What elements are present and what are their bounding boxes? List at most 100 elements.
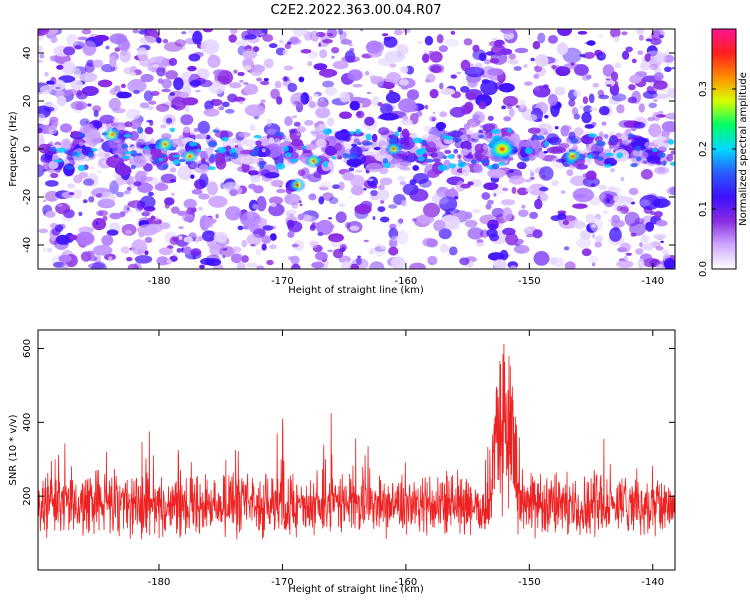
spectrogram-cell [231,253,242,264]
spectrogram-cell [502,187,509,191]
spectrogram-cell [557,29,572,36]
spectrogram-cell [670,150,675,156]
spectrogram-cell [300,49,312,54]
spectrogram-cell [339,111,352,119]
spectrogram-cell [651,139,659,143]
spectrogram-cell [262,225,274,231]
spectrogram-cell [183,126,191,134]
spectrogram-cell [328,197,339,205]
spectrogram-cell [350,185,364,196]
x-tick-label: -180 [148,276,171,287]
spectrogram-cell [79,123,98,135]
spectrogram-cell [285,152,292,158]
spectrogram-cell [314,122,320,128]
spectrogram-cell [105,45,110,50]
spectrogram-cell [383,82,395,89]
spectrogram-cell [169,91,176,96]
spectrogram-cell [112,108,126,114]
spectrogram-cell [248,199,259,212]
spectrogram-cell [319,96,325,102]
spectrogram-cell [523,81,533,86]
spectrogram-cell [222,181,240,192]
spectrogram-cell [188,141,198,147]
spectrogram-cell [574,64,589,76]
colorbar-tick-label: 0.3 [698,81,709,97]
spectrogram-cell [70,80,83,90]
spectrogram-cell [91,261,107,269]
spectrogram-cell [602,64,615,77]
spectrogram-cell [543,151,548,154]
spectrogram-cell [460,183,471,189]
spectrogram-cell [368,178,374,182]
spectrogram-cell [425,158,434,163]
spectrogram-cell [177,165,193,181]
spectrogram-cell [146,119,154,123]
spectrogram-cell [649,63,659,71]
spectrogram-cell [372,216,376,221]
spectrogram-cell [664,66,672,73]
spectrogram-cell [439,243,450,253]
spectrogram-cell [169,127,176,133]
spectrogram-cell [538,192,549,201]
spectrogram-cell [204,100,214,111]
spectrogram-cell [472,44,480,53]
spectrogram-cell [332,248,344,259]
x-tick-label: -140 [641,577,664,588]
spectrogram-cell [634,145,642,152]
spectrogram-cell [308,240,320,246]
spectrogram-hotspot [384,141,403,157]
spectrogram-cell [81,29,92,35]
spectrogram-cell [584,124,595,129]
spectrogram-cell [241,239,248,248]
spectrogram-cell [581,74,591,81]
spectrogram-cell [400,66,409,74]
spectrogram-cell [368,248,375,255]
spectrogram-cell [129,71,137,76]
spectrogram-cell [631,58,637,64]
spectrogram-cell [607,186,617,192]
spectrogram-cell [246,211,253,218]
spectrogram-cell [298,76,305,83]
spectrogram-cell [460,104,472,115]
spectrogram-cell [235,212,241,216]
spectrogram-cell [56,147,67,153]
spectrogram-cell [611,93,627,102]
spectrogram-cell [139,171,148,176]
spectrogram-cell [82,40,97,56]
spectrogram-cell [483,182,499,190]
spectrogram-cell [592,233,595,239]
spectrogram-cell [453,148,459,154]
spectrogram-cell [67,183,76,189]
spectrogram-cell [460,59,471,72]
spectrogram-cell [660,130,671,137]
snr-y-label: SNR (10 * v/v) [8,414,19,485]
spectrogram-cell [591,224,597,228]
spectrogram-cell [635,248,644,255]
spectrogram-cell [248,183,257,190]
spectrogram-cell [583,51,595,59]
spectrogram-cell [304,144,317,151]
spectrogram-cell [230,29,238,35]
spectrogram-cell [653,93,670,100]
spectrogram-cell [563,246,570,251]
spectrogram-cell [489,58,500,64]
spectrogram-cell [194,239,199,243]
spectrogram-cell [669,161,675,166]
spectrogram-cell [619,206,629,212]
spectrogram-cell [179,92,189,99]
spectrogram-cell [533,251,550,266]
spectrogram-hotspot [288,177,307,193]
spectrogram-cell [511,186,517,194]
spectrogram-cell [606,84,612,87]
spectrogram-cell [87,151,95,158]
spectrogram-cell [444,135,454,141]
spectrogram-cell [249,124,256,132]
spectrogram-cell [318,43,322,47]
spectrogram-cell [253,29,262,36]
spectrogram-cell [644,141,653,148]
spectrogram-cell [270,202,277,208]
spectrogram-cell [508,175,525,185]
spectrogram-cell [519,99,526,109]
spectrogram-cell [464,211,473,220]
spectrogram-cell [383,161,391,168]
